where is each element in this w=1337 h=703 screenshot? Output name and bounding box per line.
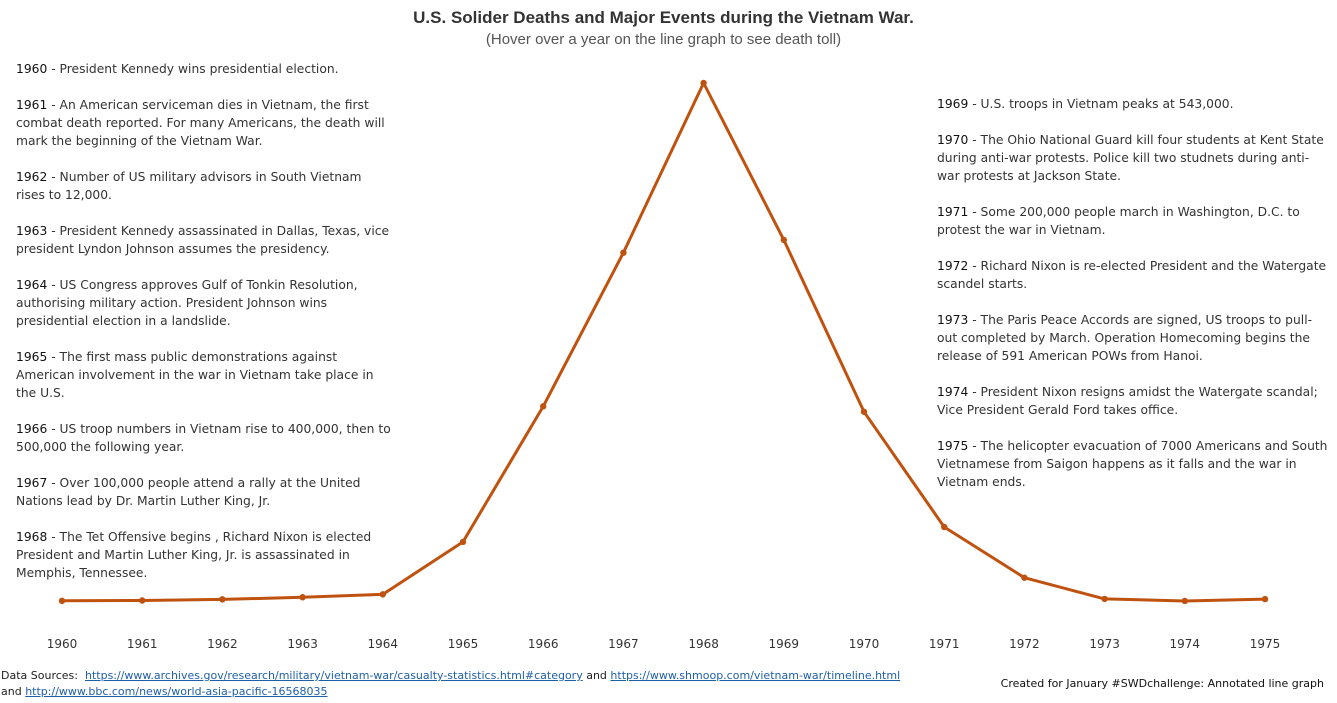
event-year: 1963 [16,224,48,238]
data-point-1963[interactable] [299,594,306,601]
event-year: 1969 [937,97,969,111]
event-item-1961: 1961 - An American serviceman dies in Vi… [16,96,394,150]
event-text: - Over 100,000 people attend a rally at … [16,476,361,508]
event-item-1973: 1973 - The Paris Peace Accords are signe… [937,311,1329,365]
x-tick-label: 1961 [127,637,158,651]
event-text: - U.S. troops in Vietnam peaks at 543,00… [968,97,1234,111]
data-point-1965[interactable] [459,538,467,546]
event-item-1966: 1966 - US troop numbers in Vietnam rise … [16,420,394,456]
event-year: 1967 [16,476,48,490]
data-point-1966[interactable] [540,403,547,410]
challenge-credit: Created for January #SWDchallenge: Annot… [1000,677,1324,690]
data-point-1974[interactable] [1181,597,1189,605]
data-point-1972[interactable] [1021,574,1028,581]
event-year: 1974 [937,385,969,399]
event-item-1970: 1970 - The Ohio National Guard kill four… [937,131,1329,185]
event-year: 1962 [16,170,48,184]
source-link-shmoop[interactable]: https://www.shmoop.com/vietnam-war/timel… [610,669,901,682]
event-text: - US Congress approves Gulf of Tonkin Re… [16,278,358,328]
event-text: - President Kennedy assassinated in Dall… [16,224,390,256]
x-tick-label: 1964 [368,637,399,651]
x-tick-label: 1969 [769,637,800,651]
event-year: 1968 [16,530,48,544]
event-item-1971: 1971 - Some 200,000 people march in Wash… [937,203,1329,239]
sources-conjunction-2: and [1,685,26,698]
data-point-1962[interactable] [219,596,226,603]
event-item-1963: 1963 - President Kennedy assassinated in… [16,222,394,258]
event-text: - An American serviceman dies in Vietnam… [16,98,385,148]
event-item-1965: 1965 - The first mass public demonstrati… [16,348,394,402]
event-year: 1965 [16,350,48,364]
page-subtitle: (Hover over a year on the line graph to … [485,31,842,48]
x-tick-label: 1974 [1170,637,1201,651]
events-list-left: 1960 - President Kennedy wins presidenti… [16,60,394,600]
x-tick-label: 1968 [688,637,719,651]
events-list-right: 1969 - U.S. troops in Vietnam peaks at 5… [937,95,1329,509]
sources-label: Data Sources: [1,669,78,682]
data-point-1960[interactable] [58,597,66,605]
event-text: - US troop numbers in Vietnam rise to 40… [16,422,391,454]
event-item-1962: 1962 - Number of US military advisors in… [16,168,394,204]
event-text: - President Kennedy wins presidential el… [47,62,339,76]
series-line[interactable] [61,81,1266,603]
event-item-1974: 1974 - President Nixon resigns amidst th… [937,383,1329,419]
event-item-1967: 1967 - Over 100,000 people attend a rall… [16,474,394,510]
x-tick-label: 1971 [929,637,960,651]
x-tick-label: 1972 [1009,637,1040,651]
event-text: - The Paris Peace Accords are signed, US… [937,313,1313,363]
page-title: U.S. Solider Deaths and Major Events dur… [413,8,914,27]
source-link-bbc[interactable]: http://www.bbc.com/news/world-asia-pacif… [25,685,328,698]
data-point-1961[interactable] [139,597,146,604]
x-tick-label: 1962 [207,637,238,651]
data-point-1970[interactable] [860,408,868,415]
x-tick-label: 1966 [528,637,559,651]
event-item-1968: 1968 - The Tet Offensive begins , Richar… [16,528,394,582]
event-item-1972: 1972 - Richard Nixon is re-elected Presi… [937,257,1329,293]
x-tick-label: 1970 [849,637,880,651]
event-item-1975: 1975 - The helicopter evacuation of 7000… [937,437,1329,491]
event-year: 1975 [937,439,969,453]
x-tick-label: 1967 [608,637,639,651]
event-item-1964: 1964 - US Congress approves Gulf of Tonk… [16,276,394,330]
data-point-1971[interactable] [941,523,948,531]
sources-conjunction-1: and [582,669,611,682]
event-year: 1972 [937,259,969,273]
x-tick-label: 1963 [287,637,318,651]
data-point-1969[interactable] [780,236,787,244]
data-point-1967[interactable] [620,249,627,256]
x-tick-label: 1975 [1250,637,1281,651]
event-text: - Some 200,000 people march in Washingto… [937,205,1300,237]
data-point-1973[interactable] [1101,595,1108,603]
data-point-1968[interactable] [700,79,707,87]
data-sources: Data Sources: https://www.archives.gov/r… [1,668,981,700]
event-text: - Richard Nixon is re-elected President … [937,259,1327,291]
x-tick-label: 1973 [1089,637,1120,651]
event-year: 1966 [16,422,48,436]
event-item-1960: 1960 - President Kennedy wins presidenti… [16,60,394,78]
event-text: - The Tet Offensive begins , Richard Nix… [16,530,372,580]
data-point-1975[interactable] [1261,595,1269,603]
source-link-archives[interactable]: https://www.archives.gov/research/milita… [84,669,583,682]
x-tick-label: 1960 [47,637,78,651]
event-text: - The helicopter evacuation of 7000 Amer… [937,439,1328,489]
event-item-1969: 1969 - U.S. troops in Vietnam peaks at 5… [937,95,1329,113]
x-tick-label: 1965 [448,637,479,651]
event-year: 1970 [937,133,969,147]
data-point-1964[interactable] [379,591,386,598]
event-text: - President Nixon resigns amidst the Wat… [937,385,1318,417]
event-text: - The Ohio National Guard kill four stud… [937,133,1324,183]
event-text: - Number of US military advisors in Sout… [16,170,362,202]
event-text: - The first mass public demonstrations a… [16,350,374,400]
event-year: 1960 [16,62,48,76]
event-year: 1961 [16,98,48,112]
event-year: 1973 [937,313,969,327]
event-year: 1964 [16,278,48,292]
event-year: 1971 [937,205,969,219]
